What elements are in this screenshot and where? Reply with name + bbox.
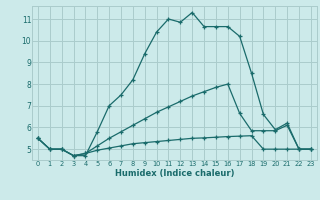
X-axis label: Humidex (Indice chaleur): Humidex (Indice chaleur): [115, 169, 234, 178]
